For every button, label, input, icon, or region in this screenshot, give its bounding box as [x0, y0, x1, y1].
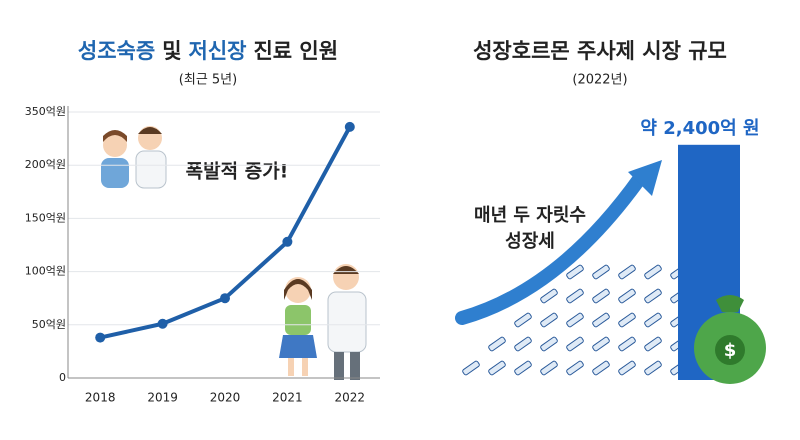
- x-tick-label: 2018: [85, 391, 116, 405]
- syringe: [488, 360, 506, 376]
- syringe: [644, 264, 662, 280]
- syringe: [644, 360, 662, 376]
- syringe: [644, 336, 662, 352]
- point: [157, 318, 168, 329]
- x-tick-label: 2020: [210, 391, 241, 405]
- title-part: 성조숙증: [78, 39, 155, 63]
- y-tick-label: 0: [59, 371, 66, 384]
- syringe: [514, 336, 532, 352]
- syringes: [462, 264, 688, 376]
- syringe: [566, 264, 584, 280]
- syringe: [540, 312, 558, 328]
- syringe: [592, 360, 610, 376]
- title-part: 저신장: [189, 39, 247, 63]
- chart-title: 성장호르몬 주사제 시장 규모: [473, 39, 727, 63]
- x-tick-label: 2022: [335, 391, 366, 405]
- point: [95, 332, 106, 343]
- syringe: [566, 312, 584, 328]
- syringe: [540, 360, 558, 376]
- annotation: 매년 두 자릿수: [474, 205, 586, 226]
- syringe: [540, 288, 558, 304]
- point: [344, 121, 355, 132]
- syringe: [592, 264, 610, 280]
- syringe: [644, 288, 662, 304]
- syringe: [592, 288, 610, 304]
- annotation: 폭발적 증가!: [186, 161, 289, 183]
- syringe: [566, 288, 584, 304]
- syringe: [488, 336, 506, 352]
- growth-arrow: [455, 171, 647, 325]
- y-tick-label: 350억원: [25, 105, 66, 118]
- point: [220, 293, 230, 304]
- chart-title: 성조숙증 및 저신장 진료 인원: [78, 39, 338, 63]
- syringe: [618, 264, 636, 280]
- syringe: [618, 312, 636, 328]
- money-bag: $: [694, 295, 766, 384]
- chart-subtitle: (최근 5년): [179, 73, 237, 88]
- svg-text:$: $: [724, 340, 737, 361]
- annotation: 성장세: [505, 231, 555, 252]
- syringe: [462, 360, 480, 376]
- syringe: [644, 312, 662, 328]
- growth-arrow-head: [628, 160, 662, 196]
- title-part: 진료 인원: [253, 39, 338, 63]
- syringe: [566, 336, 584, 352]
- value-label: 약 2,400억 원: [640, 117, 759, 139]
- syringe: [618, 336, 636, 352]
- syringe: [540, 336, 558, 352]
- syringe: [618, 288, 636, 304]
- y-tick-label: 100억원: [25, 265, 66, 278]
- x-tick-label: 2021: [272, 391, 303, 405]
- syringe: [618, 360, 636, 376]
- y-tick-label: 200억원: [25, 158, 66, 171]
- syringe: [514, 312, 532, 328]
- point: [282, 236, 293, 247]
- y-tick-label: 50억원: [32, 318, 66, 331]
- chart-subtitle: (2022년): [572, 73, 627, 88]
- syringe: [566, 360, 584, 376]
- syringe: [592, 336, 610, 352]
- title-part: 및: [162, 39, 181, 63]
- syringe: [592, 312, 610, 328]
- y-tick-label: 150억원: [25, 211, 66, 224]
- x-tick-label: 2019: [147, 391, 178, 405]
- syringe: [514, 360, 532, 376]
